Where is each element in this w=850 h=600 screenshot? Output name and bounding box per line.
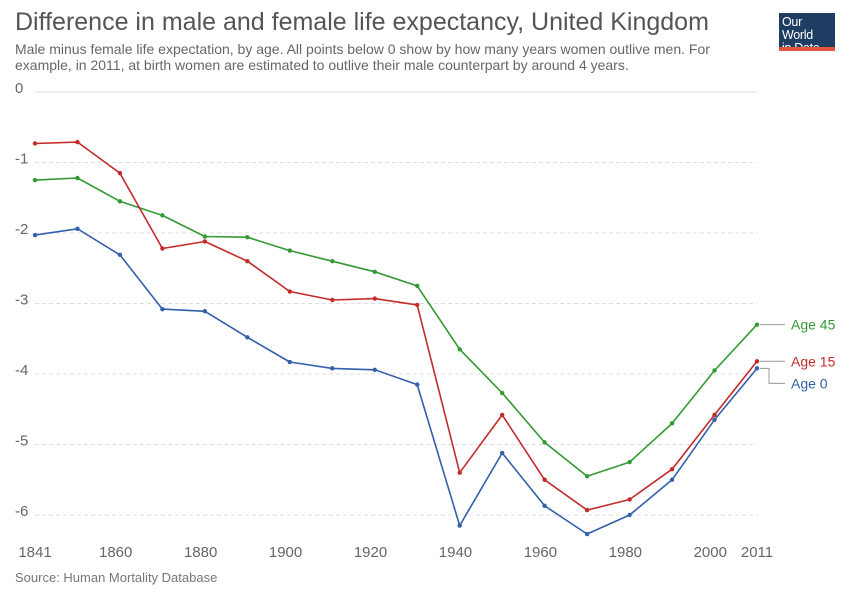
data-point-age-15[interactable] xyxy=(330,297,335,303)
data-point-age-45[interactable] xyxy=(669,421,675,426)
y-tick-label: -2 xyxy=(15,221,28,238)
data-point-age-15[interactable] xyxy=(584,507,590,513)
data-point-age-45[interactable] xyxy=(712,368,717,373)
data-point-age-45[interactable] xyxy=(160,213,165,218)
data-point-age-15[interactable] xyxy=(754,359,760,364)
y-tick-label: -3 xyxy=(15,292,28,309)
logo-accent-bar xyxy=(779,47,835,51)
data-point-age-0[interactable] xyxy=(245,335,250,340)
data-point-age-0[interactable] xyxy=(712,417,717,423)
data-point-age-45[interactable] xyxy=(287,248,293,253)
series-label-age-0[interactable]: Age 0 xyxy=(791,375,828,391)
data-point-age-45[interactable] xyxy=(627,459,632,465)
data-point-age-45[interactable] xyxy=(584,474,590,479)
logo-line-1: Our World xyxy=(782,15,813,42)
data-point-age-15[interactable] xyxy=(245,259,250,264)
x-tick-label: 1920 xyxy=(354,544,387,561)
data-point-age-0[interactable] xyxy=(75,226,80,231)
data-point-age-15[interactable] xyxy=(372,296,377,301)
data-point-age-0[interactable] xyxy=(160,306,165,312)
data-point-age-45[interactable] xyxy=(117,199,123,204)
x-tick-label: 2011 xyxy=(741,544,773,561)
data-point-age-0[interactable] xyxy=(32,232,38,238)
x-tick-label: 1960 xyxy=(524,544,557,561)
data-point-age-45[interactable] xyxy=(754,322,760,327)
data-point-age-15[interactable] xyxy=(627,497,632,502)
data-point-age-0[interactable] xyxy=(669,477,675,482)
data-point-age-0[interactable] xyxy=(542,503,547,509)
data-point-age-15[interactable] xyxy=(542,477,547,482)
label-connector-age-0 xyxy=(760,367,785,384)
data-point-age-0[interactable] xyxy=(499,450,505,456)
y-tick-label: -4 xyxy=(15,362,28,379)
data-point-age-15[interactable] xyxy=(457,470,462,475)
data-point-age-45[interactable] xyxy=(499,390,505,396)
data-point-age-45[interactable] xyxy=(202,234,208,239)
data-point-age-15[interactable] xyxy=(160,246,165,251)
data-point-age-45[interactable] xyxy=(415,283,420,289)
y-axis-ticks: 0 -1 -2 -3 -4 -5 -6 xyxy=(15,80,28,520)
data-point-age-0[interactable] xyxy=(117,252,123,258)
x-tick-label: 1880 xyxy=(184,544,217,561)
data-point-age-0[interactable] xyxy=(457,523,462,528)
data-point-age-45[interactable] xyxy=(542,440,547,445)
chart-title: Difference in male and female life expec… xyxy=(15,8,709,36)
y-tick-label: 0 xyxy=(15,80,23,97)
data-point-age-45[interactable] xyxy=(330,259,335,264)
data-point-age-0[interactable] xyxy=(754,366,760,371)
data-point-age-15[interactable] xyxy=(202,239,208,244)
source-note: Source: Human Mortality Database xyxy=(15,570,218,585)
x-tick-label: 1860 xyxy=(99,544,132,561)
y-tick-label: -6 xyxy=(15,503,28,520)
data-point-age-0[interactable] xyxy=(372,367,377,372)
series-line-age-15[interactable] xyxy=(34,141,758,511)
series-label-age-15[interactable]: Age 15 xyxy=(791,353,836,369)
data-point-age-15[interactable] xyxy=(117,170,123,176)
data-point-age-0[interactable] xyxy=(627,512,632,518)
x-tick-label: 1900 xyxy=(269,544,302,561)
series-group xyxy=(32,139,760,537)
data-point-age-15[interactable] xyxy=(712,412,717,418)
data-point-age-45[interactable] xyxy=(457,347,462,352)
data-point-age-15[interactable] xyxy=(287,289,293,294)
data-point-age-45[interactable] xyxy=(75,175,80,181)
data-point-age-15[interactable] xyxy=(669,466,675,472)
data-point-age-15[interactable] xyxy=(75,139,80,145)
data-point-age-0[interactable] xyxy=(202,309,208,314)
data-point-age-0[interactable] xyxy=(415,382,420,387)
data-point-age-0[interactable] xyxy=(287,359,293,365)
y-tick-label: -5 xyxy=(15,433,28,450)
grid-lines xyxy=(35,91,757,516)
data-point-age-0[interactable] xyxy=(584,531,590,537)
x-axis-ticks: 1841 1860 1880 1900 1920 1940 1960 1980 2000 2011 xyxy=(18,544,773,561)
data-point-age-15[interactable] xyxy=(32,141,38,146)
chart-subtitle: Male minus female life expectation, by a… xyxy=(15,41,710,73)
series-label-age-45[interactable]: Age 45 xyxy=(791,317,836,333)
x-tick-label: 1841 xyxy=(18,544,51,561)
data-point-age-15[interactable] xyxy=(499,412,505,418)
x-tick-label: 1980 xyxy=(609,544,642,561)
series-line-age-0[interactable] xyxy=(34,228,758,535)
data-point-age-45[interactable] xyxy=(32,177,38,183)
data-point-age-45[interactable] xyxy=(245,235,250,240)
y-tick-label: -1 xyxy=(15,151,28,168)
data-point-age-0[interactable] xyxy=(330,366,335,371)
x-tick-label: 2000 xyxy=(694,544,727,561)
series-line-age-45[interactable] xyxy=(34,177,758,478)
data-point-age-45[interactable] xyxy=(372,269,377,274)
series-labels: Age 45 Age 15 Age 0 xyxy=(760,317,836,391)
data-point-age-15[interactable] xyxy=(415,302,420,308)
x-tick-label: 1940 xyxy=(439,544,472,561)
